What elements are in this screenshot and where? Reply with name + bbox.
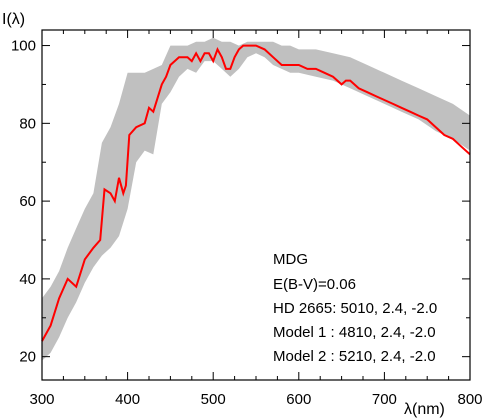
y-tick-label: 60 (19, 193, 36, 210)
annotation-2: E(B-V)=0.06 (273, 276, 356, 293)
x-tick-label: 400 (115, 391, 140, 408)
x-tick-label: 300 (29, 391, 54, 408)
x-tick-label: 800 (457, 391, 482, 408)
x-tick-label: 500 (201, 391, 226, 408)
y-axis-label: I(λ) (2, 11, 25, 28)
y-tick-label: 20 (19, 349, 36, 366)
hd2665-line (41, 44, 471, 342)
annotation-4: Model 1 : 4810, 2.4, -2.0 (273, 324, 436, 341)
y-tick-label: 80 (19, 115, 36, 132)
axis-tick-labels: 300 400 500 600 700 800 20 40 60 80 100 (11, 38, 483, 408)
x-tick-label: 600 (286, 391, 311, 408)
annotation-5: Model 2 : 5210, 2.4, -2.0 (273, 348, 436, 365)
y-tick-label: 100 (11, 38, 36, 55)
annotation-3: HD 2665: 5010, 2.4, -2.0 (273, 300, 437, 317)
annotation-block: MDG E(B-V)=0.06 HD 2665: 5010, 2.4, -2.0… (273, 251, 437, 365)
model-range-band (42, 37, 470, 361)
x-tick-label: 700 (372, 391, 397, 408)
y-tick-label: 40 (19, 271, 36, 288)
annotation-1: MDG (273, 251, 308, 268)
x-axis-label: λ(nm) (404, 401, 445, 418)
axis-ticks (41, 30, 471, 380)
